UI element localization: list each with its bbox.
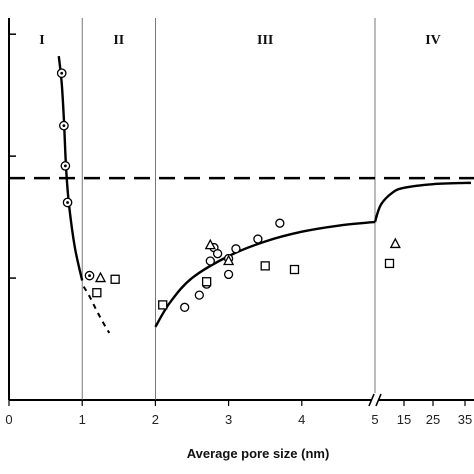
point-triangle-3 xyxy=(389,237,401,249)
region-label-3: IV xyxy=(425,33,441,48)
point-circle-dot-2 xyxy=(60,161,71,171)
x-tick-label-5: 5 xyxy=(371,412,378,427)
point-circle-6 xyxy=(223,269,234,280)
axis-break-gap xyxy=(371,393,379,407)
point-circle-9 xyxy=(253,234,263,244)
axis-break-slash-2 xyxy=(375,393,382,407)
point-circle-dot-0 xyxy=(56,68,67,79)
point-square-3 xyxy=(201,277,212,287)
point-square-2 xyxy=(158,300,168,310)
point-square-0 xyxy=(92,288,102,298)
point-circle-3 xyxy=(205,256,215,266)
point-square-1 xyxy=(110,274,120,284)
point-circle-0 xyxy=(180,302,190,312)
point-circle-dot-1-dot xyxy=(62,124,66,128)
x-tick-label-4: 4 xyxy=(298,412,305,427)
point-triangle-0 xyxy=(94,271,107,283)
point-triangle-1 xyxy=(204,238,216,250)
x-tick-label-7: 25 xyxy=(426,412,440,427)
curve-layer xyxy=(57,56,472,334)
point-circle-dot-1 xyxy=(59,120,69,131)
region-label-2: III xyxy=(257,33,273,48)
marker-layer xyxy=(56,68,401,312)
point-circle-8 xyxy=(231,244,241,254)
axis-break-mark xyxy=(368,393,382,407)
point-circle-dot-0-dot xyxy=(60,71,64,75)
region-label-0: I xyxy=(39,33,44,48)
point-circle-10 xyxy=(275,218,285,228)
point-circle-5 xyxy=(212,249,223,259)
point-circle-dot-3-dot xyxy=(66,201,69,204)
fit-curve-2 xyxy=(154,220,376,328)
frame-layer xyxy=(8,18,474,407)
point-triangle-2 xyxy=(223,254,235,266)
point-circle-1 xyxy=(194,290,204,300)
point-square-6 xyxy=(384,258,395,269)
x-tick-label-3: 3 xyxy=(225,412,232,427)
point-circle-dot-3 xyxy=(62,197,73,208)
point-circle-dot-4-dot xyxy=(88,274,91,278)
x-tick-label-0: 0 xyxy=(5,412,12,427)
point-square-4 xyxy=(260,261,270,271)
fit-curve-3 xyxy=(373,181,472,223)
point-circle-dot-2-dot xyxy=(63,164,67,168)
x-axis-title: Average pore size (nm) xyxy=(187,446,330,461)
region-label-1: II xyxy=(113,33,124,48)
x-tick-label-1: 1 xyxy=(79,412,86,427)
x-tick-label-6: 15 xyxy=(397,412,411,427)
point-circle-dot-4 xyxy=(84,270,95,281)
axis-break-slash-1 xyxy=(368,393,375,407)
label-layer: 0 1 2 3 4 5 15 25 35I II III IV xyxy=(5,33,472,427)
point-square-5 xyxy=(289,264,300,275)
x-tick-label-8: 35 xyxy=(458,412,472,427)
x-tick-label-2: 2 xyxy=(152,412,159,427)
